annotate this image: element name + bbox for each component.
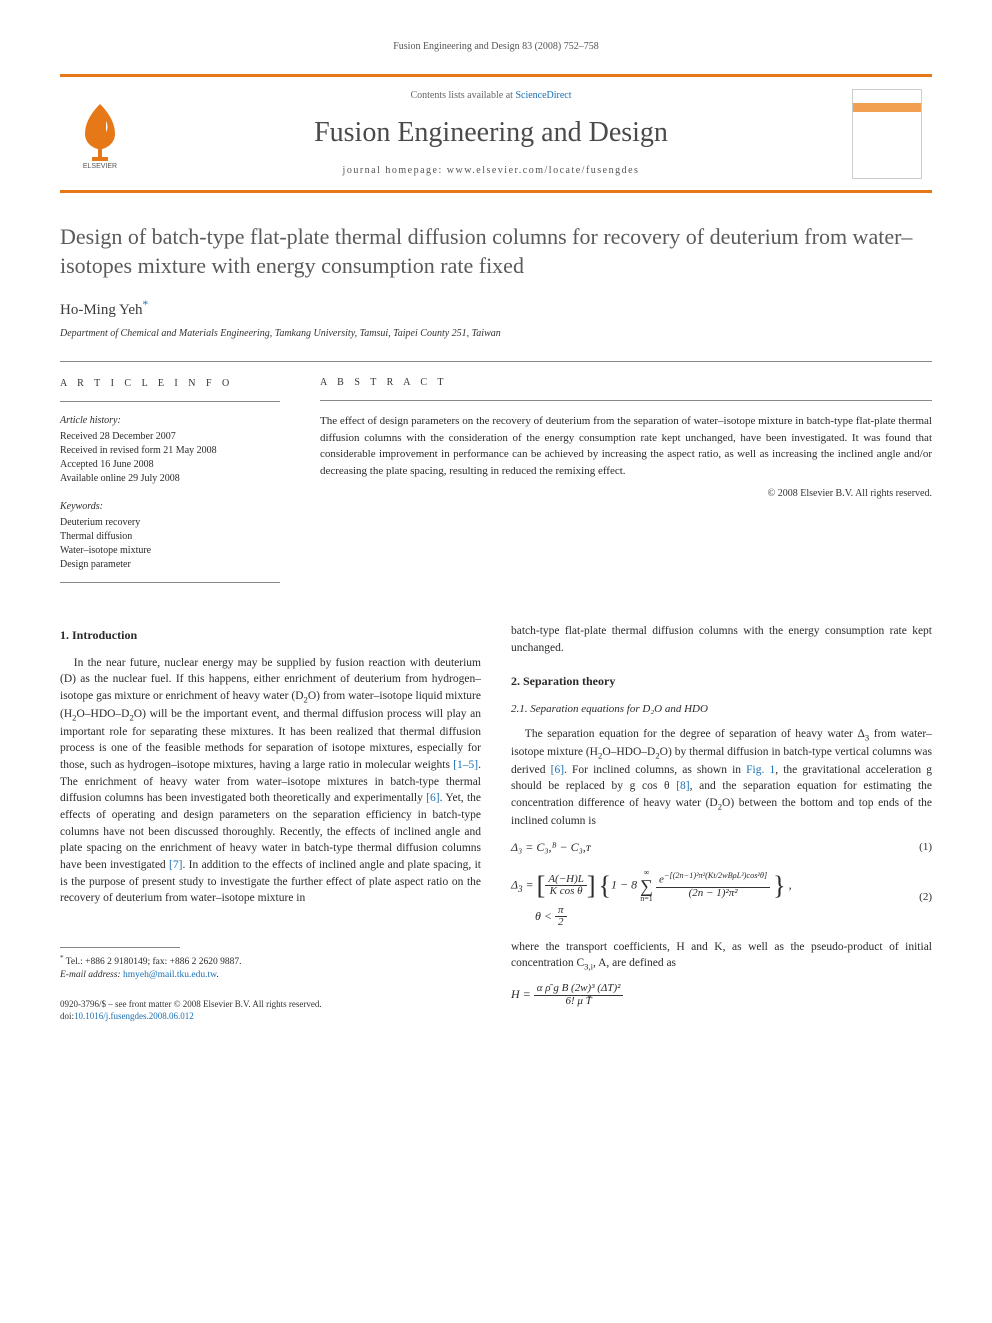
footnote-tel: Tel.: +886 2 9180149; fax: +886 2 2620 9… (64, 957, 242, 967)
doi-label: doi: (60, 1011, 74, 1021)
abstract-block: A B S T R A C T The effect of design par… (320, 376, 932, 583)
keyword-1: Deuterium recovery (60, 516, 280, 530)
equation-2-body: Δ3 = [A(−H)LK cos θ] {1 − 8 ∞∑n=1 e−[(2n… (511, 867, 792, 929)
publisher-logo-cell: ELSEVIER (60, 77, 140, 190)
history-received: Received 28 December 2007 (60, 430, 280, 444)
article-info-heading: A R T I C L E I N F O (60, 377, 280, 402)
author-affiliation: Department of Chemical and Materials Eng… (60, 327, 932, 341)
section-2-para-1: The separation equation for the degree o… (511, 726, 932, 829)
publisher-name: ELSEVIER (83, 163, 117, 169)
equation-1: Δ₃ = C₃,ᴮ − C₃,ᴛ (1) (511, 839, 932, 856)
email-label: E-mail address: (60, 970, 123, 980)
article-meta-row: A R T I C L E I N F O Article history: R… (60, 361, 932, 583)
sciencedirect-link[interactable]: ScienceDirect (515, 90, 571, 101)
keyword-2: Thermal diffusion (60, 530, 280, 544)
figure-1-link[interactable]: Fig. 1 (746, 764, 775, 776)
citation-8[interactable]: [8] (676, 780, 689, 792)
equation-1-body: Δ₃ = C₃,ᴮ − C₃,ᴛ (511, 839, 590, 856)
footnote-block: * Tel.: +886 2 9180149; fax: +886 2 2620… (60, 947, 481, 1022)
article-title: Design of batch-type flat-plate thermal … (60, 223, 932, 280)
equation-1-number: (1) (919, 840, 932, 856)
front-matter-line: 0920-3796/$ – see front matter © 2008 El… (60, 999, 481, 1011)
citation-6[interactable]: [6] (426, 792, 439, 804)
author-line: Ho-Ming Yeh* (60, 298, 932, 321)
article-body: 1. Introduction In the near future, nucl… (60, 623, 932, 1022)
history-revised: Received in revised form 21 May 2008 (60, 444, 280, 458)
journal-cover-thumbnail (852, 89, 922, 179)
text-run: , A, are defined as (593, 957, 676, 969)
text-run: O–HDO–D (602, 746, 655, 758)
equation-2-number: (2) (919, 890, 932, 906)
section-2-para-2: where the transport coefficients, H and … (511, 939, 932, 973)
masthead-center: Contents lists available at ScienceDirec… (140, 77, 842, 190)
text-run: . For inclined columns, as shown in (564, 764, 746, 776)
elsevier-tree-icon: ELSEVIER (70, 99, 130, 169)
history-online: Available online 29 July 2008 (60, 472, 280, 486)
section-1-para-1-cont: batch-type flat-plate thermal diffusion … (511, 623, 932, 656)
author-corresponding-marker[interactable]: * (143, 302, 149, 318)
text-run: The separation equation for the degree o… (525, 728, 865, 740)
citation-6b[interactable]: [6] (551, 764, 564, 776)
section-1-para-1: In the near future, nuclear energy may b… (60, 655, 481, 907)
journal-homepage: journal homepage: www.elsevier.com/locat… (140, 164, 842, 178)
email-suffix: . (216, 970, 218, 980)
history-accepted: Accepted 16 June 2008 (60, 458, 280, 472)
citation-1-5[interactable]: [1–5] (453, 759, 478, 771)
journal-name: Fusion Engineering and Design (140, 113, 842, 152)
abstract-copyright: © 2008 Elsevier B.V. All rights reserved… (320, 487, 932, 501)
contents-available-line: Contents lists available at ScienceDirec… (140, 89, 842, 103)
article-info-block: A R T I C L E I N F O Article history: R… (60, 376, 280, 583)
author-email-link[interactable]: hmyeh@mail.tku.edu.tw (123, 970, 216, 980)
history-label: Article history: (60, 414, 280, 428)
running-header: Fusion Engineering and Design 83 (2008) … (60, 40, 932, 54)
doi-link[interactable]: 10.1016/j.fusengdes.2008.06.012 (74, 1011, 194, 1021)
keyword-4: Design parameter (60, 558, 280, 572)
equation-2: Δ3 = [A(−H)LK cos θ] {1 − 8 ∞∑n=1 e−[(2n… (511, 867, 932, 929)
section-1-heading: 1. Introduction (60, 627, 481, 644)
keyword-3: Water–isotope mixture (60, 544, 280, 558)
abstract-text: The effect of design parameters on the r… (320, 413, 932, 479)
text-run: where the transport coefficients, H and … (511, 941, 932, 970)
footnote-rule (60, 947, 180, 948)
abstract-heading: A B S T R A C T (320, 376, 932, 401)
section-2-heading: 2. Separation theory (511, 673, 932, 690)
equation-H: H = α ρ̄ g B (2w)³ (ΔT)²6! μ T̄ (511, 983, 932, 1007)
equation-H-body: H = α ρ̄ g B (2w)³ (ΔT)²6! μ T̄ (511, 983, 623, 1007)
sub-3i: 3,i (584, 962, 593, 972)
corresponding-star: * (143, 299, 149, 311)
corresponding-footnote: * Tel.: +886 2 9180149; fax: +886 2 2620… (60, 954, 481, 981)
journal-masthead: ELSEVIER Contents lists available at Sci… (60, 74, 932, 193)
cover-thumb-cell (842, 77, 932, 190)
contents-prefix: Contents lists available at (410, 90, 515, 101)
text-run: O–HDO–D (76, 708, 129, 720)
author-name: Ho-Ming Yeh (60, 302, 143, 318)
section-2-1-heading: 2.1. Separation equations for D₂O and HD… (511, 702, 932, 718)
keywords-label: Keywords: (60, 500, 280, 514)
page-footer: 0920-3796/$ – see front matter © 2008 El… (60, 999, 481, 1022)
citation-7[interactable]: [7] (169, 859, 182, 871)
